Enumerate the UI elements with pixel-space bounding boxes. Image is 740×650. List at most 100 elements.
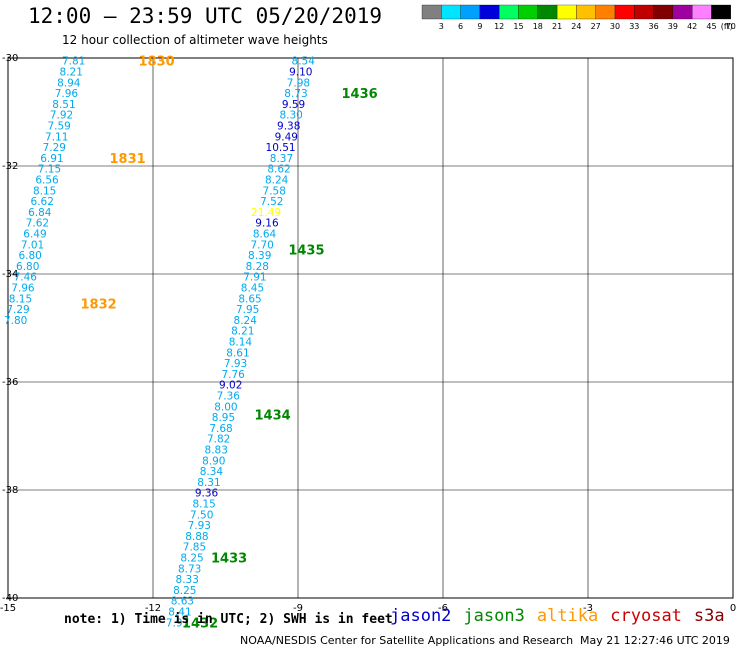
y-tick-label: -38	[2, 485, 18, 496]
colorbar-tick-label: 36	[649, 22, 659, 31]
colorbar-tick-label: 21	[552, 22, 562, 31]
swh-value-label: 7.29	[6, 304, 29, 316]
swh-value-label: 8.31	[197, 477, 220, 489]
swh-value-label: 7.91	[243, 272, 266, 284]
swh-value-label: 7.97	[166, 617, 189, 629]
colorbar-tick-label: 30	[610, 22, 620, 31]
colorbar-tick-label: 9	[477, 22, 482, 31]
swh-value-label: 8.24	[234, 315, 258, 327]
swh-value-label: 8.88	[185, 531, 208, 543]
swh-value-label: 6.62	[31, 196, 54, 208]
swh-value-label: 9.36	[195, 488, 219, 500]
swh-value-label: 9.38	[277, 121, 300, 133]
swh-value-label: 8.15	[9, 293, 32, 305]
swh-value-label: 7.01	[21, 239, 44, 251]
colorbar-swatch	[711, 4, 731, 20]
swh-value-label: 7.76	[221, 369, 245, 381]
swh-value-label: 8.25	[180, 553, 203, 565]
swh-value-label: 7.68	[209, 423, 232, 435]
colorbar-swatch	[692, 4, 712, 20]
colorbar-swatch	[441, 4, 461, 20]
x-tick-label: -12	[145, 603, 161, 614]
swh-value-label: 8.21	[231, 326, 254, 338]
swh-value-label: 7.96	[55, 88, 79, 100]
swh-value-label: 8.41	[168, 607, 191, 619]
swh-value-label: 7.92	[50, 110, 73, 122]
swh-value-label: 7.98	[287, 77, 310, 89]
x-tick-label: -6	[438, 603, 448, 614]
swh-value-label: 8.00	[214, 401, 237, 413]
swh-value-label: 8.24	[265, 175, 289, 187]
swh-value-label: 8.33	[176, 574, 199, 586]
satellite-legend-item: s3a	[693, 606, 725, 626]
satellite-legend-item: jason3	[463, 606, 525, 626]
swh-value-label: 7.95	[236, 304, 259, 316]
swh-value-label: 8.15	[192, 499, 215, 511]
swh-value-label: 6.91	[40, 153, 63, 165]
swh-value-label: 8.25	[173, 585, 196, 597]
y-tick-label: -40	[2, 593, 18, 604]
swh-value-label: 9.16	[255, 218, 279, 230]
swh-value-label: 7.46	[14, 272, 38, 284]
colorbar-swatch	[479, 4, 500, 20]
generated-timestamp: May 21 12:27:46 UTC 2019	[580, 634, 730, 647]
swh-value-label: 8.73	[284, 88, 307, 100]
swh-value-label: 8.64	[253, 229, 277, 241]
swh-value-label: 7.93	[188, 520, 211, 532]
y-tick-label: -32	[2, 161, 18, 172]
swh-value-label: 7.36	[217, 391, 241, 403]
colorbar-tick-label: 3	[439, 22, 444, 31]
colorbar-tick-label: 33	[629, 22, 639, 31]
pass-time-label: 1830	[139, 55, 175, 70]
plot-frame	[7, 57, 734, 599]
swh-value-label: 7.85	[183, 542, 206, 554]
pass-time-label: 1436	[342, 87, 378, 102]
swh-value-label: 6.84	[28, 207, 52, 219]
swh-value-label: 8.62	[267, 164, 290, 176]
swh-value-label: 8.34	[200, 466, 224, 478]
x-tick-label: -3	[583, 603, 593, 614]
swh-value-label: 7.80	[4, 315, 27, 327]
satellite-legend-item: altika	[536, 606, 599, 626]
swh-value-label: 7.82	[207, 434, 230, 446]
colorbar-tick-label: 12	[494, 22, 504, 31]
page-subtitle: 12 hour collection of altimeter wave hei…	[62, 33, 328, 47]
swh-value-label: 7.70	[250, 239, 273, 251]
swh-value-label: 9.59	[282, 99, 305, 111]
colorbar-tick-label: 45	[706, 22, 716, 31]
colorbar-swatch	[634, 4, 654, 20]
y-tick-label: -36	[2, 377, 18, 388]
swh-value-label: 8.73	[178, 563, 201, 575]
pass-time-label: 1832	[81, 298, 117, 313]
colorbar-tick-label: 24	[571, 22, 581, 31]
pass-time-label: 1831	[110, 152, 146, 167]
colorbar-swatch	[499, 4, 519, 20]
swh-value-label: 8.90	[202, 455, 225, 467]
colorbar-swatch	[421, 4, 442, 20]
swh-value-label: 8.65	[238, 293, 261, 305]
swh-value-label: 8.83	[205, 445, 228, 457]
swh-value-label: 8.63	[171, 596, 194, 608]
swh-value-label: 7.58	[263, 185, 286, 197]
colorbar-tick-label: 18	[533, 22, 543, 31]
colorbar-swatch	[460, 4, 481, 20]
swh-value-label: 9.02	[219, 380, 242, 392]
credit-text: NOAA/NESDIS Center for Satellite Applica…	[240, 634, 574, 647]
satellite-legend: jason2 jason3 altika cryosat s3a	[390, 606, 737, 626]
swh-value-label: 8.95	[212, 412, 235, 424]
swh-value-label: 8.39	[248, 250, 271, 262]
colorbar-tick-label: 42	[687, 22, 697, 31]
swh-value-label: 7.50	[190, 509, 213, 521]
swh-value-label: 6.80	[16, 261, 39, 273]
swh-value-label: 7.96	[11, 283, 35, 295]
colorbar-swatch	[556, 4, 577, 20]
swh-value-label: 21.49	[251, 207, 281, 219]
colorbar-swatch	[672, 4, 693, 20]
swh-value-label: 7.93	[224, 358, 247, 370]
y-tick-label: -34	[2, 269, 18, 280]
colorbar-swatch	[653, 4, 674, 20]
colorbar-tick-label: 6	[458, 22, 463, 31]
colorbar-tick-label: 70	[726, 22, 736, 31]
x-tick-label: 0	[730, 603, 736, 614]
